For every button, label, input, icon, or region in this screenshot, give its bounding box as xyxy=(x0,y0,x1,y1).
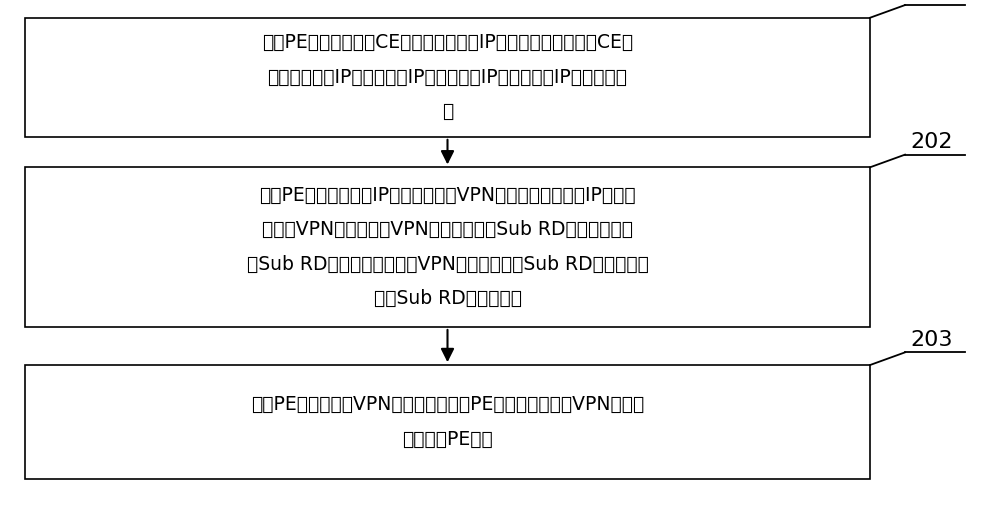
Text: 203: 203 xyxy=(910,330,952,350)
Text: 同: 同 xyxy=(442,102,453,121)
Bar xyxy=(25,365,870,479)
Text: 得第二VPN路由，第一VPN路由携带第一Sub RD和用于标识第: 得第二VPN路由，第一VPN路由携带第一Sub RD和用于标识第 xyxy=(262,221,633,239)
Text: 第一PE设备接收第一CE设备发布的第一IP路由，以及接收第二CE设: 第一PE设备接收第一CE设备发布的第一IP路由，以及接收第二CE设 xyxy=(262,33,633,52)
Text: 备发布的第二IP路由，第一IP路由和第二IP路由携带的IP地址前缀相: 备发布的第二IP路由，第一IP路由和第二IP路由携带的IP地址前缀相 xyxy=(268,68,628,87)
Text: 一Sub RD的第一标签，第二VPN路由携带第二Sub RD和用于标识: 一Sub RD的第一标签，第二VPN路由携带第二Sub RD和用于标识 xyxy=(247,255,648,274)
Text: 第一PE设备根据第一IP路由获得第一VPN路由，且根据第二IP路由获: 第一PE设备根据第一IP路由获得第一VPN路由，且根据第二IP路由获 xyxy=(259,186,636,205)
Text: 第二Sub RD的第二标签: 第二Sub RD的第二标签 xyxy=(374,289,522,308)
Text: 201: 201 xyxy=(910,0,952,3)
Text: 202: 202 xyxy=(910,132,952,152)
Bar xyxy=(25,18,870,137)
Bar xyxy=(25,167,870,327)
Text: 第一PE设备将第一VPN路由发布给第二PE设备，且将第二VPN路由发: 第一PE设备将第一VPN路由发布给第二PE设备，且将第二VPN路由发 xyxy=(251,395,644,414)
Text: 布给第二PE设备: 布给第二PE设备 xyxy=(402,430,493,449)
